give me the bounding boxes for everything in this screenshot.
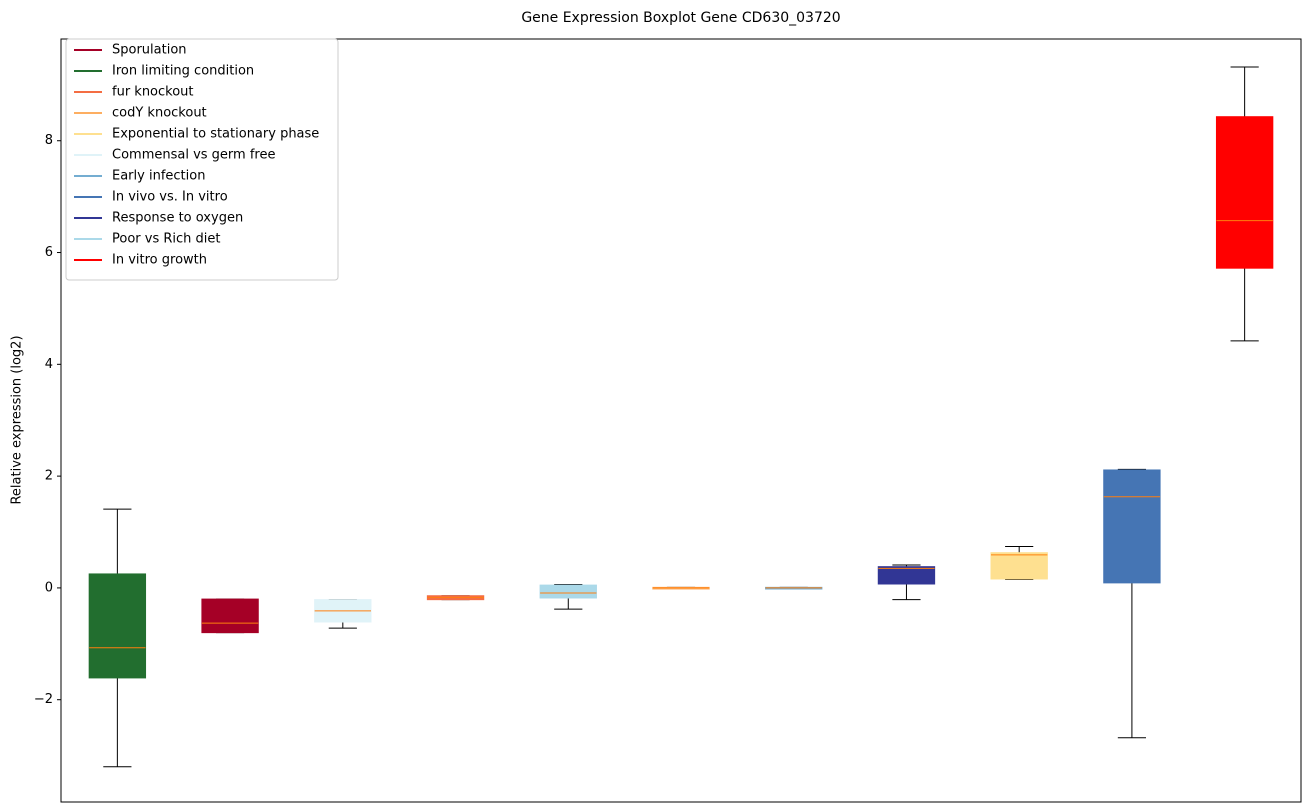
box xyxy=(539,584,597,599)
legend-label: Commensal vs germ free xyxy=(112,148,275,163)
y-tick-label: −2 xyxy=(34,692,53,707)
legend-label: fur knockout xyxy=(112,85,194,100)
y-tick-label: 8 xyxy=(45,133,53,148)
box xyxy=(990,552,1048,580)
box xyxy=(88,573,147,679)
box xyxy=(1103,469,1161,584)
legend-label: Iron limiting condition xyxy=(112,64,254,79)
box xyxy=(877,566,936,585)
legend-frame xyxy=(65,38,339,281)
legend-label: In vivo vs. In vitro xyxy=(112,190,228,205)
y-axis-label: Relative expression (log2) xyxy=(10,335,25,504)
legend-label: Poor vs Rich diet xyxy=(112,232,220,247)
y-tick-label: 6 xyxy=(45,245,53,260)
legend-label: Response to oxygen xyxy=(112,211,243,226)
legend-label: Sporulation xyxy=(112,43,187,58)
y-tick-label: 2 xyxy=(45,469,53,484)
legend-label: In vitro growth xyxy=(112,253,207,268)
chart-title: Gene Expression Boxplot Gene CD630_03720 xyxy=(521,10,840,26)
box xyxy=(1215,116,1274,269)
box xyxy=(201,598,259,634)
legend-label: codY knockout xyxy=(112,106,207,121)
y-tick-label: 0 xyxy=(45,580,53,595)
legend-label: Exponential to stationary phase xyxy=(112,127,319,142)
plot-frame xyxy=(60,38,1302,803)
legend-label: Early infection xyxy=(112,169,205,184)
y-tick-label: 4 xyxy=(45,357,53,372)
